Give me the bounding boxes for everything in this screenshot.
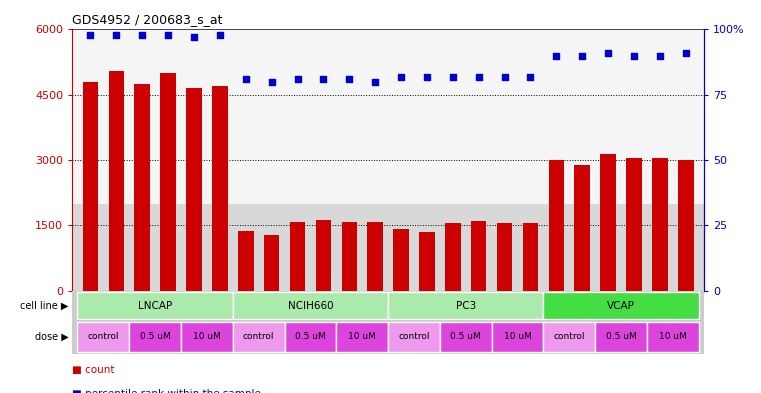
Bar bbox=[83, 82, 98, 291]
Point bbox=[188, 34, 200, 40]
Bar bbox=[600, 154, 616, 291]
Bar bbox=[78, 321, 129, 353]
Point bbox=[343, 76, 355, 82]
Text: 10 uM: 10 uM bbox=[193, 332, 221, 342]
Bar bbox=[368, 222, 383, 291]
Bar bbox=[212, 86, 228, 291]
Bar bbox=[342, 222, 357, 291]
Bar bbox=[595, 321, 647, 353]
Bar bbox=[233, 321, 285, 353]
Bar bbox=[238, 231, 253, 291]
Point bbox=[214, 31, 226, 38]
Bar bbox=[440, 321, 492, 353]
Text: 0.5 uM: 0.5 uM bbox=[451, 332, 481, 342]
Point bbox=[395, 73, 407, 80]
Text: 10 uM: 10 uM bbox=[659, 332, 686, 342]
Text: PC3: PC3 bbox=[456, 301, 476, 310]
Point bbox=[524, 73, 537, 80]
Bar bbox=[161, 73, 176, 291]
Text: control: control bbox=[553, 332, 585, 342]
Bar bbox=[543, 292, 699, 319]
Bar bbox=[647, 321, 699, 353]
Text: LNCAP: LNCAP bbox=[138, 301, 172, 310]
Bar bbox=[135, 84, 150, 291]
Bar bbox=[388, 321, 440, 353]
Point bbox=[84, 31, 97, 38]
Text: VCAP: VCAP bbox=[607, 301, 635, 310]
Point bbox=[576, 52, 588, 59]
Bar bbox=[109, 71, 124, 291]
Bar bbox=[316, 220, 331, 291]
Point bbox=[654, 52, 666, 59]
Bar bbox=[575, 165, 590, 291]
Bar bbox=[72, 204, 704, 291]
Point bbox=[162, 31, 174, 38]
Point bbox=[628, 52, 640, 59]
Bar bbox=[181, 321, 233, 353]
Point bbox=[473, 73, 485, 80]
Point bbox=[317, 76, 330, 82]
Bar bbox=[523, 223, 538, 291]
Text: control: control bbox=[243, 332, 275, 342]
Text: 0.5 uM: 0.5 uM bbox=[606, 332, 636, 342]
Bar bbox=[186, 88, 202, 291]
Point bbox=[110, 31, 123, 38]
Point bbox=[421, 73, 433, 80]
Bar bbox=[264, 235, 279, 291]
Bar bbox=[129, 321, 181, 353]
Bar bbox=[445, 223, 460, 291]
Bar bbox=[285, 321, 336, 353]
Text: NCIH660: NCIH660 bbox=[288, 301, 333, 310]
Point bbox=[447, 73, 459, 80]
Point bbox=[136, 31, 148, 38]
Text: dose ▶: dose ▶ bbox=[35, 332, 68, 342]
Bar bbox=[543, 321, 595, 353]
Text: cell line ▶: cell line ▶ bbox=[20, 301, 68, 310]
Bar bbox=[652, 158, 667, 291]
Text: 10 uM: 10 uM bbox=[504, 332, 531, 342]
Point bbox=[680, 50, 692, 56]
Text: GDS4952 / 200683_s_at: GDS4952 / 200683_s_at bbox=[72, 13, 223, 26]
Text: 10 uM: 10 uM bbox=[349, 332, 376, 342]
Bar bbox=[419, 232, 435, 291]
Bar bbox=[497, 223, 512, 291]
Bar bbox=[393, 229, 409, 291]
Bar bbox=[626, 158, 642, 291]
Bar bbox=[549, 160, 564, 291]
Point bbox=[291, 76, 304, 82]
Point bbox=[369, 79, 381, 85]
Bar bbox=[336, 321, 388, 353]
Text: ■ percentile rank within the sample: ■ percentile rank within the sample bbox=[72, 389, 261, 393]
Bar bbox=[678, 160, 693, 291]
Text: 0.5 uM: 0.5 uM bbox=[140, 332, 170, 342]
Point bbox=[550, 52, 562, 59]
Bar bbox=[388, 292, 543, 319]
Point bbox=[266, 79, 278, 85]
Bar bbox=[471, 221, 486, 291]
Point bbox=[240, 76, 252, 82]
Text: control: control bbox=[398, 332, 430, 342]
Bar bbox=[492, 321, 543, 353]
Bar bbox=[290, 222, 305, 291]
Bar bbox=[78, 292, 233, 319]
Point bbox=[602, 50, 614, 56]
Text: control: control bbox=[88, 332, 119, 342]
Bar bbox=[233, 292, 388, 319]
Point bbox=[498, 73, 511, 80]
Text: ■ count: ■ count bbox=[72, 365, 115, 375]
Text: 0.5 uM: 0.5 uM bbox=[295, 332, 326, 342]
